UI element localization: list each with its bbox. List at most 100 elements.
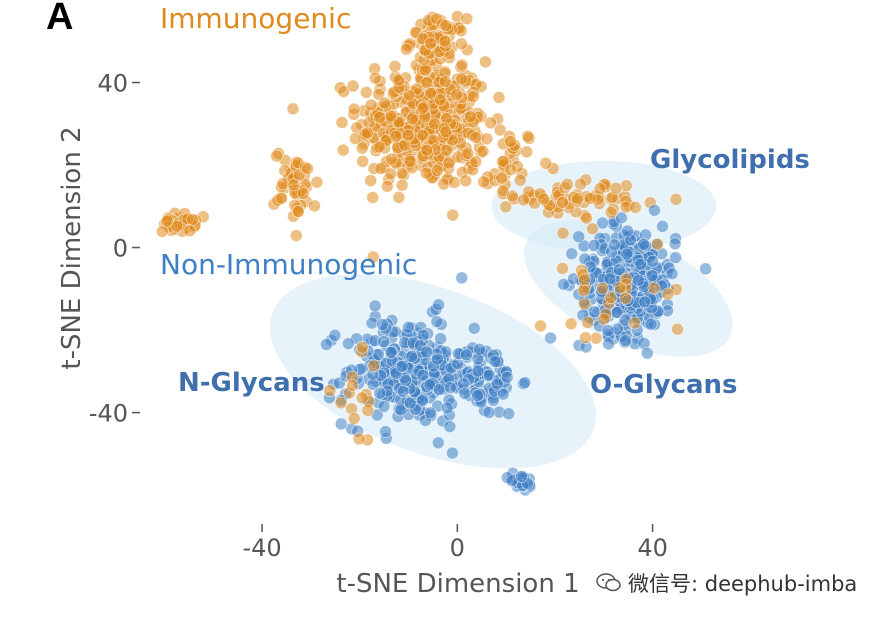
point-immunogenic [296,187,310,200]
point-immunogenic [355,141,369,155]
point-immunogenic [401,128,415,142]
point-immunogenic [561,177,574,191]
point-immunogenic [438,75,452,88]
point-immunogenic [384,152,398,166]
point-immunogenic [360,126,374,140]
non-immunogenic-legend-label: Non-Immunogenic [160,248,418,281]
point-non-immunogenic [668,237,682,251]
point-non-immunogenic [621,224,634,238]
point-non-immunogenic [445,446,459,460]
point-immunogenic [517,193,530,207]
point-immunogenic [378,96,392,110]
point-non-immunogenic [334,417,348,431]
point-non-immunogenic [432,298,446,312]
point-immunogenic [424,36,438,50]
point-immunogenic [484,116,498,130]
point-immunogenic [433,93,447,107]
point-immunogenic [669,192,683,206]
point-non-immunogenic [416,368,430,382]
point-immunogenic [593,182,607,196]
point-immunogenic [308,199,321,213]
point-non-immunogenic [640,346,654,360]
point-immunogenic [671,322,684,336]
point-immunogenic [287,178,301,192]
y-tick-label: 0 [113,235,128,263]
point-non-immunogenic [420,345,433,359]
point-non-immunogenic [544,331,557,345]
point-immunogenic [372,140,386,154]
point-immunogenic [556,226,570,240]
point-immunogenic [361,403,375,417]
point-non-immunogenic [341,337,355,351]
point-immunogenic [460,12,474,26]
point-immunogenic [348,132,362,146]
point-immunogenic [364,98,378,112]
point-immunogenic [447,175,461,189]
point-immunogenic [446,208,460,222]
point-immunogenic [419,166,433,180]
point-immunogenic [479,55,492,69]
point-immunogenic [437,177,451,191]
point-immunogenic [286,102,300,116]
point-immunogenic [368,71,382,85]
point-non-immunogenic [620,247,634,261]
x-axis-ticks: -40 0 40 [242,524,668,562]
point-non-immunogenic [405,349,419,363]
point-immunogenic [604,205,618,219]
point-immunogenic [359,86,373,99]
wechat-icon [596,572,622,594]
point-non-immunogenic [607,238,621,252]
point-non-immunogenic [518,376,532,390]
point-immunogenic [430,164,444,177]
point-immunogenic [352,432,366,446]
point-immunogenic [416,102,430,115]
point-non-immunogenic [638,295,652,309]
point-immunogenic [395,178,409,192]
point-non-immunogenic [648,203,661,217]
point-non-immunogenic [490,377,504,391]
point-immunogenic [438,34,452,48]
point-immunogenic [583,192,597,205]
point-immunogenic [578,273,591,287]
point-immunogenic [520,145,534,159]
point-immunogenic [356,154,370,168]
point-immunogenic [384,167,398,181]
point-immunogenic [570,192,584,206]
point-non-immunogenic [645,269,659,283]
point-non-immunogenic [458,387,472,400]
y-axis-ticks: 40 0 -40 [89,70,140,428]
point-non-immunogenic [602,337,615,351]
point-immunogenic [420,76,434,89]
y-tick-label: -40 [89,400,128,428]
point-immunogenic [374,162,388,176]
panel-letter: A [46,0,74,38]
point-immunogenic [347,102,361,116]
point-immunogenic [160,214,174,228]
point-immunogenic [392,190,406,204]
point-immunogenic [403,154,417,168]
point-non-immunogenic [440,401,454,415]
point-immunogenic [629,200,642,214]
point-non-immunogenic [423,406,437,420]
point-immunogenic [469,131,483,145]
point-immunogenic [367,359,381,373]
point-non-immunogenic [384,345,398,359]
point-non-immunogenic [394,403,408,417]
point-non-immunogenic [471,364,485,378]
point-non-immunogenic [443,420,457,434]
point-immunogenic [310,175,324,189]
point-immunogenic [454,37,468,51]
point-non-immunogenic [399,374,413,388]
y-axis-title: t-SNE Dimension 2 [57,126,87,369]
point-non-immunogenic [368,299,382,313]
point-immunogenic [405,112,419,126]
point-non-immunogenic [515,470,528,484]
point-immunogenic [399,42,413,56]
point-immunogenic [513,173,527,187]
point-immunogenic [355,391,369,405]
point-immunogenic [442,156,456,170]
point-immunogenic [521,129,535,143]
point-non-immunogenic [328,328,342,342]
point-immunogenic [504,163,518,177]
